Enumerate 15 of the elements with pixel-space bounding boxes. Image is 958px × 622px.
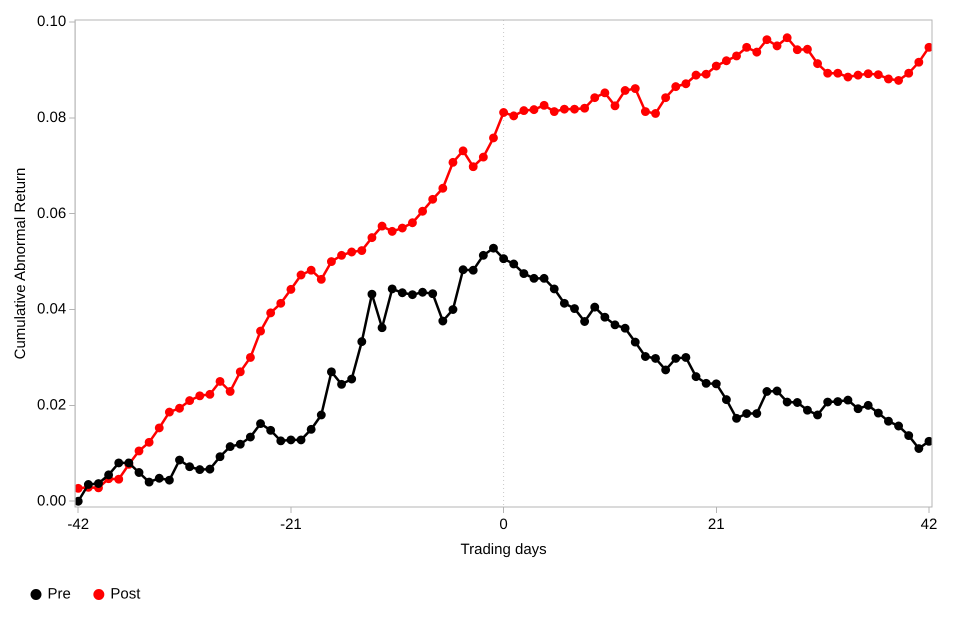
legend-label: Post [110,586,142,603]
x-tick-label: 0 [499,516,508,534]
y-tick-label: 0.00 [36,492,66,510]
x-tick-label: 21 [708,516,725,534]
legend-label: Pre [48,586,71,603]
y-tick-label: 0.04 [36,300,66,318]
y-tick-label: 0.08 [36,108,66,126]
x-tick-label: 42 [920,516,938,534]
y-tick-label: 0.10 [36,13,66,30]
y-tick-label: 0.06 [36,204,66,222]
x-tick-label: -42 [67,516,90,534]
y-tick-label: 0.02 [36,396,66,414]
x-tick-label: -21 [280,516,302,534]
y-axis-title: Cumulative Abnormal Return [12,168,30,360]
x-axis-title: Trading days [460,541,547,558]
